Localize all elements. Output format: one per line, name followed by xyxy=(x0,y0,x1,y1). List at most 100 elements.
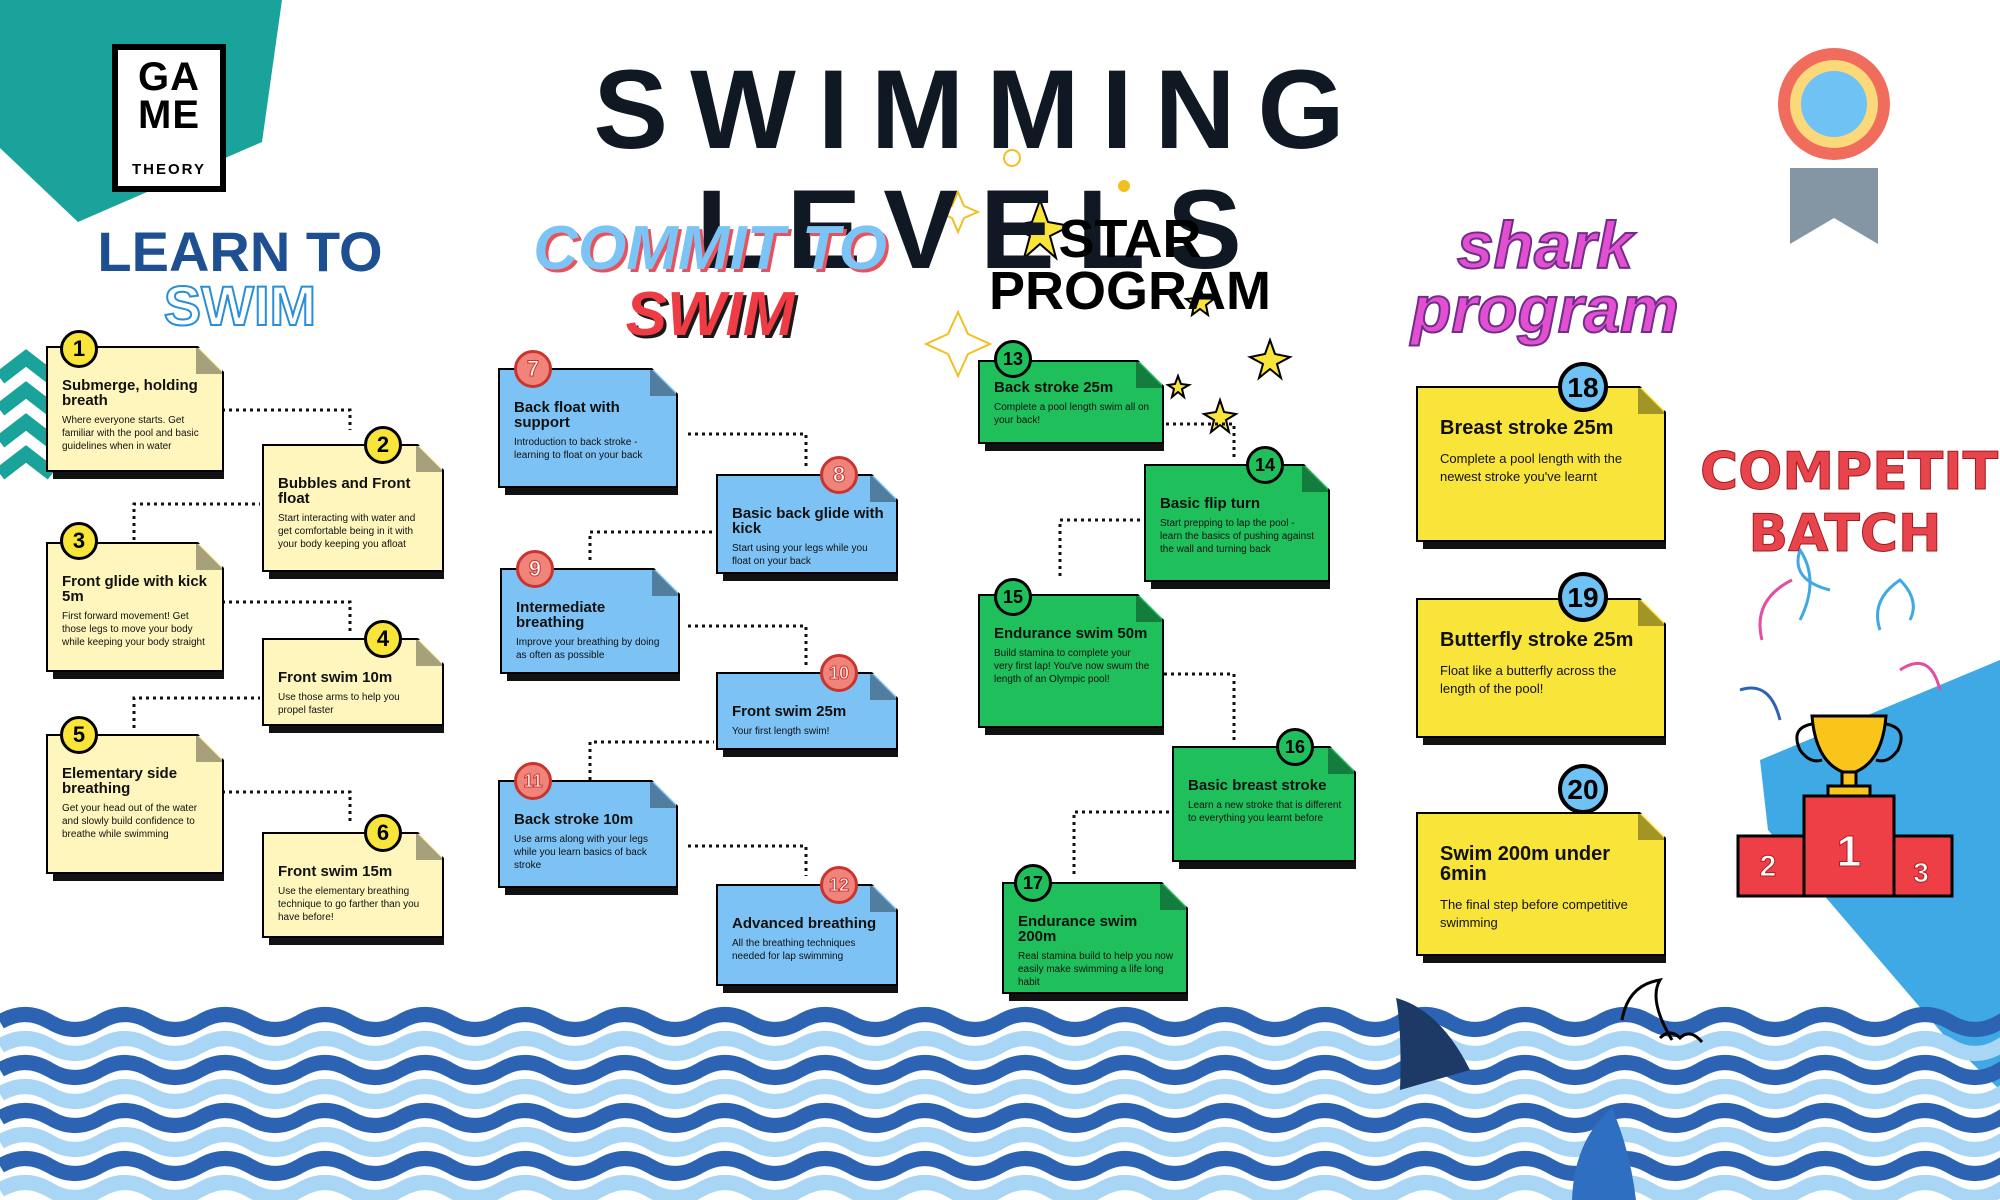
trophy-icon xyxy=(1795,714,1903,798)
level-card-20: Swim 200m under 6min The final step befor… xyxy=(1416,812,1666,956)
level-card-15: Endurance swim 50m Build stamina to compl… xyxy=(978,594,1164,728)
level-description: Introduction to back stroke - learning t… xyxy=(514,437,643,461)
shark-fin-icons xyxy=(1396,978,1704,1200)
podium-numbers: 2 1 3 xyxy=(1759,827,1929,889)
level-card-7: Back float with support Introduction to b… xyxy=(498,368,678,488)
level-badge-2: 2 xyxy=(364,426,402,464)
level-title: Butterfly stroke 25m xyxy=(1440,629,1634,651)
podium-second-label: 2 xyxy=(1760,850,1777,883)
level-card-16: Basic breast stroke Learn a new stroke th… xyxy=(1172,746,1356,862)
logo-line-2: ME xyxy=(138,93,200,137)
level-title: Front swim 10m xyxy=(278,669,393,686)
level-description: Get your head out of the water and slowl… xyxy=(62,803,198,840)
level-title: Front swim 25m xyxy=(732,703,847,720)
level-card-19: Butterfly stroke 25m Float like a butterf… xyxy=(1416,598,1666,738)
level-card-3: Front glide with kick 5m First forward mo… xyxy=(46,542,224,672)
level-title: Advanced breathing xyxy=(732,915,877,932)
level-badge-15: 15 xyxy=(994,578,1032,616)
learn-to-swim-heading-line2: SWIM xyxy=(163,274,317,337)
level-description: All the breathing techniques needed for … xyxy=(732,938,856,962)
game-theory-logo: GA ME THEORY xyxy=(112,44,226,192)
level-title: Basic flip turn xyxy=(1160,495,1261,512)
level-title: Breast stroke 25m xyxy=(1440,417,1614,439)
level-badge-10: 10 xyxy=(820,654,858,692)
level-badge-1: 1 xyxy=(60,330,98,368)
level-title: Basic breast stroke xyxy=(1188,777,1327,794)
level-title: Front swim 15m xyxy=(278,863,393,880)
page-title: SWIMMING LEVELS xyxy=(593,47,1367,292)
level-description: Where everyone starts. Get familiar with… xyxy=(62,415,199,452)
commit-to-swim-heading-line1: COMMIT TO xyxy=(533,214,887,283)
logo-line-1: GA xyxy=(138,55,200,99)
level-card-5: Elementary side breathing Get your head o… xyxy=(46,734,224,874)
level-description: Real stamina build to help you now easil… xyxy=(1018,951,1174,988)
podium-first-label: 1 xyxy=(1837,827,1861,876)
level-description: Float like a butterfly across the length… xyxy=(1440,663,1617,696)
level-description: Your first length swim! xyxy=(732,726,830,737)
level-description: Complete a pool length swim all on your … xyxy=(994,402,1150,426)
level-badge-11: 11 xyxy=(514,762,552,800)
level-badge-14: 14 xyxy=(1246,446,1284,484)
commit-to-swim-heading-line2: SWIM xyxy=(625,280,795,349)
shark-program-heading-line2: program xyxy=(1410,272,1680,346)
level-title: Endurance swim 50m xyxy=(994,625,1148,642)
level-badge-7: 7 xyxy=(514,350,552,388)
level-description: Complete a pool length with the newest s… xyxy=(1440,451,1623,484)
outline-sparkle-icons xyxy=(923,149,1130,379)
level-badge-6: 6 xyxy=(364,814,402,852)
level-description: First forward movement! Get those legs t… xyxy=(62,611,205,648)
level-title: Front glide with kick 5m xyxy=(62,573,208,605)
level-description: Start prepping to lap the pool - learn t… xyxy=(1160,518,1314,555)
waves xyxy=(0,1007,2000,1200)
level-badge-8: 8 xyxy=(820,456,858,494)
level-card-8: Basic back glide with kick Start using yo… xyxy=(716,474,898,574)
level-badge-12: 12 xyxy=(820,866,858,904)
level-badge-17: 17 xyxy=(1014,864,1052,902)
level-description: Build stamina to complete your very firs… xyxy=(994,648,1150,685)
level-title: Back float with support xyxy=(514,399,620,431)
level-badge-18: 18 xyxy=(1558,362,1608,412)
level-title: Elementary side breathing xyxy=(62,765,178,797)
podium-icon xyxy=(1736,794,1954,898)
medal-icon xyxy=(1778,48,1890,244)
level-description: Start using your legs while you float on… xyxy=(732,543,868,567)
level-description: Start interacting with water and get com… xyxy=(278,513,416,550)
shark-program-heading-line1: shark xyxy=(1456,208,1634,282)
level-card-18: Breast stroke 25m Complete a pool length … xyxy=(1416,386,1666,542)
competitive-batch-heading-line1: COMPETITIVE xyxy=(1700,442,2000,502)
star-program-heading-line1: STAR xyxy=(1058,209,1202,269)
chevron-pattern xyxy=(0,349,57,480)
level-title: Back stroke 10m xyxy=(514,811,634,828)
level-card-6: Front swim 15m Use the elementary breathi… xyxy=(262,832,444,938)
level-description: Improve your breathing by doing as often… xyxy=(516,637,660,661)
level-card-14: Basic flip turn Start prepping to lap the… xyxy=(1144,464,1330,582)
level-description: Use the elementary breathing technique t… xyxy=(278,886,420,923)
level-title: Intermediate breathing xyxy=(516,599,606,631)
competitive-batch-heading-line2: BATCH xyxy=(1748,504,1942,564)
level-badge-19: 19 xyxy=(1558,572,1608,622)
level-badge-4: 4 xyxy=(364,620,402,658)
level-description: Use arms along with your legs while you … xyxy=(514,834,648,871)
level-title: Basic back glide with kick xyxy=(732,505,884,537)
level-description: The final step before competitive swimmi… xyxy=(1440,897,1628,930)
level-title: Bubbles and Front float xyxy=(278,475,411,507)
logo-line-3: THEORY xyxy=(132,161,206,178)
level-badge-13: 13 xyxy=(994,340,1032,378)
level-badge-5: 5 xyxy=(60,716,98,754)
podium-third-label: 3 xyxy=(1913,857,1929,888)
level-badge-3: 3 xyxy=(60,522,98,560)
level-description: Learn a new stroke that is different to … xyxy=(1188,800,1342,824)
confetti-icons xyxy=(1739,546,1942,742)
level-card-4: Front swim 10m Use those arms to help you… xyxy=(262,638,444,726)
learn-to-swim-heading-line1: LEARN TO xyxy=(97,220,383,283)
level-title: Back stroke 25m xyxy=(994,379,1114,396)
level-badge-9: 9 xyxy=(516,550,554,588)
connector-lines xyxy=(132,408,1236,876)
star-program-heading-line2: PROGRAM xyxy=(989,261,1271,321)
sparkle-icons xyxy=(1006,197,1293,435)
level-badge-16: 16 xyxy=(1276,728,1314,766)
level-card-2: Bubbles and Front float Start interacting… xyxy=(262,444,444,572)
level-description: Use those arms to help you propel faster xyxy=(278,692,400,716)
level-title: Swim 200m under 6min xyxy=(1440,843,1611,885)
